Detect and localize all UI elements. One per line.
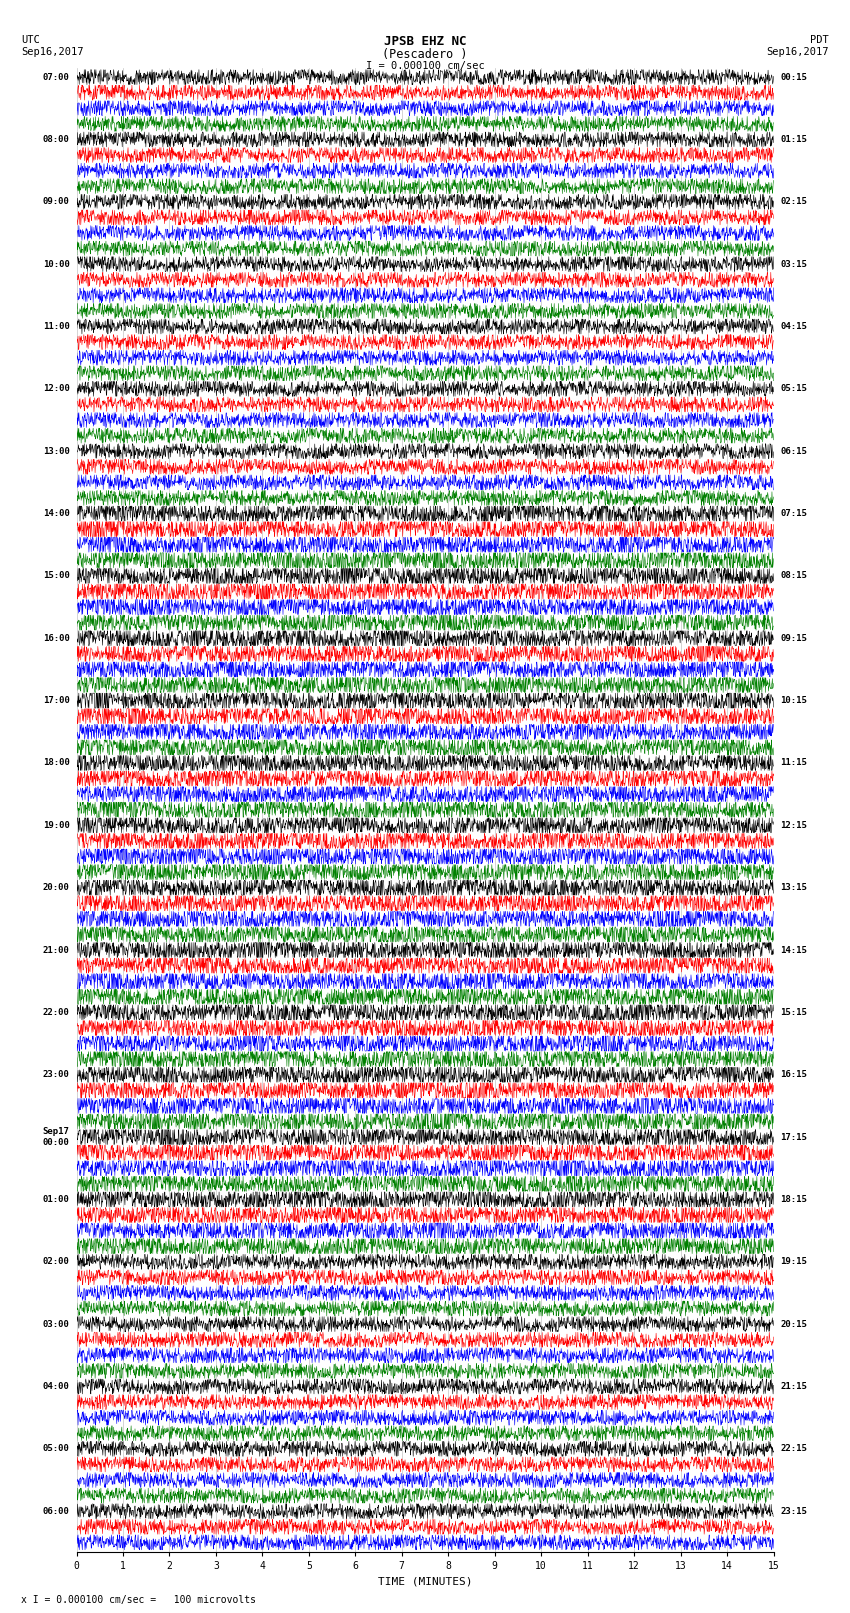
Text: 11:00: 11:00 [42, 323, 70, 331]
Text: 22:00: 22:00 [42, 1008, 70, 1016]
Text: 01:15: 01:15 [780, 135, 808, 144]
Text: 22:15: 22:15 [780, 1444, 808, 1453]
Text: UTC: UTC [21, 35, 40, 45]
Text: 23:15: 23:15 [780, 1507, 808, 1516]
Text: 16:00: 16:00 [42, 634, 70, 642]
Text: 05:15: 05:15 [780, 384, 808, 394]
Text: 11:15: 11:15 [780, 758, 808, 768]
Text: x I = 0.000100 cm/sec =   100 microvolts: x I = 0.000100 cm/sec = 100 microvolts [21, 1595, 256, 1605]
Text: 19:00: 19:00 [42, 821, 70, 829]
Text: 12:15: 12:15 [780, 821, 808, 829]
Text: PDT: PDT [810, 35, 829, 45]
Text: 07:15: 07:15 [780, 510, 808, 518]
Text: Sep16,2017: Sep16,2017 [766, 47, 829, 56]
Text: 20:15: 20:15 [780, 1319, 808, 1329]
Text: 01:00: 01:00 [42, 1195, 70, 1203]
Text: Sep16,2017: Sep16,2017 [21, 47, 84, 56]
Text: 21:00: 21:00 [42, 945, 70, 955]
Text: 16:15: 16:15 [780, 1069, 808, 1079]
Text: 06:00: 06:00 [42, 1507, 70, 1516]
Text: 15:15: 15:15 [780, 1008, 808, 1016]
Text: 18:00: 18:00 [42, 758, 70, 768]
Text: 13:15: 13:15 [780, 884, 808, 892]
Text: 18:15: 18:15 [780, 1195, 808, 1203]
Text: 02:00: 02:00 [42, 1257, 70, 1266]
Text: 02:15: 02:15 [780, 197, 808, 206]
Text: 04:00: 04:00 [42, 1382, 70, 1390]
Text: JPSB EHZ NC: JPSB EHZ NC [383, 35, 467, 48]
Text: 13:00: 13:00 [42, 447, 70, 456]
Text: Sep17
00:00: Sep17 00:00 [42, 1127, 70, 1147]
Text: 05:00: 05:00 [42, 1444, 70, 1453]
Text: 09:00: 09:00 [42, 197, 70, 206]
Text: 00:15: 00:15 [780, 73, 808, 82]
Text: 03:00: 03:00 [42, 1319, 70, 1329]
Text: 03:15: 03:15 [780, 260, 808, 269]
Text: 17:15: 17:15 [780, 1132, 808, 1142]
Text: 14:00: 14:00 [42, 510, 70, 518]
Text: 12:00: 12:00 [42, 384, 70, 394]
Text: 14:15: 14:15 [780, 945, 808, 955]
Text: 17:00: 17:00 [42, 697, 70, 705]
Text: 07:00: 07:00 [42, 73, 70, 82]
Text: 21:15: 21:15 [780, 1382, 808, 1390]
Text: 20:00: 20:00 [42, 884, 70, 892]
Text: 10:00: 10:00 [42, 260, 70, 269]
Text: I = 0.000100 cm/sec: I = 0.000100 cm/sec [366, 61, 484, 71]
Text: 04:15: 04:15 [780, 323, 808, 331]
Text: 08:00: 08:00 [42, 135, 70, 144]
Text: 15:00: 15:00 [42, 571, 70, 581]
Text: 08:15: 08:15 [780, 571, 808, 581]
Text: (Pescadero ): (Pescadero ) [382, 48, 468, 61]
Text: 09:15: 09:15 [780, 634, 808, 642]
X-axis label: TIME (MINUTES): TIME (MINUTES) [377, 1576, 473, 1586]
Text: 19:15: 19:15 [780, 1257, 808, 1266]
Text: 10:15: 10:15 [780, 697, 808, 705]
Text: 23:00: 23:00 [42, 1069, 70, 1079]
Text: 06:15: 06:15 [780, 447, 808, 456]
